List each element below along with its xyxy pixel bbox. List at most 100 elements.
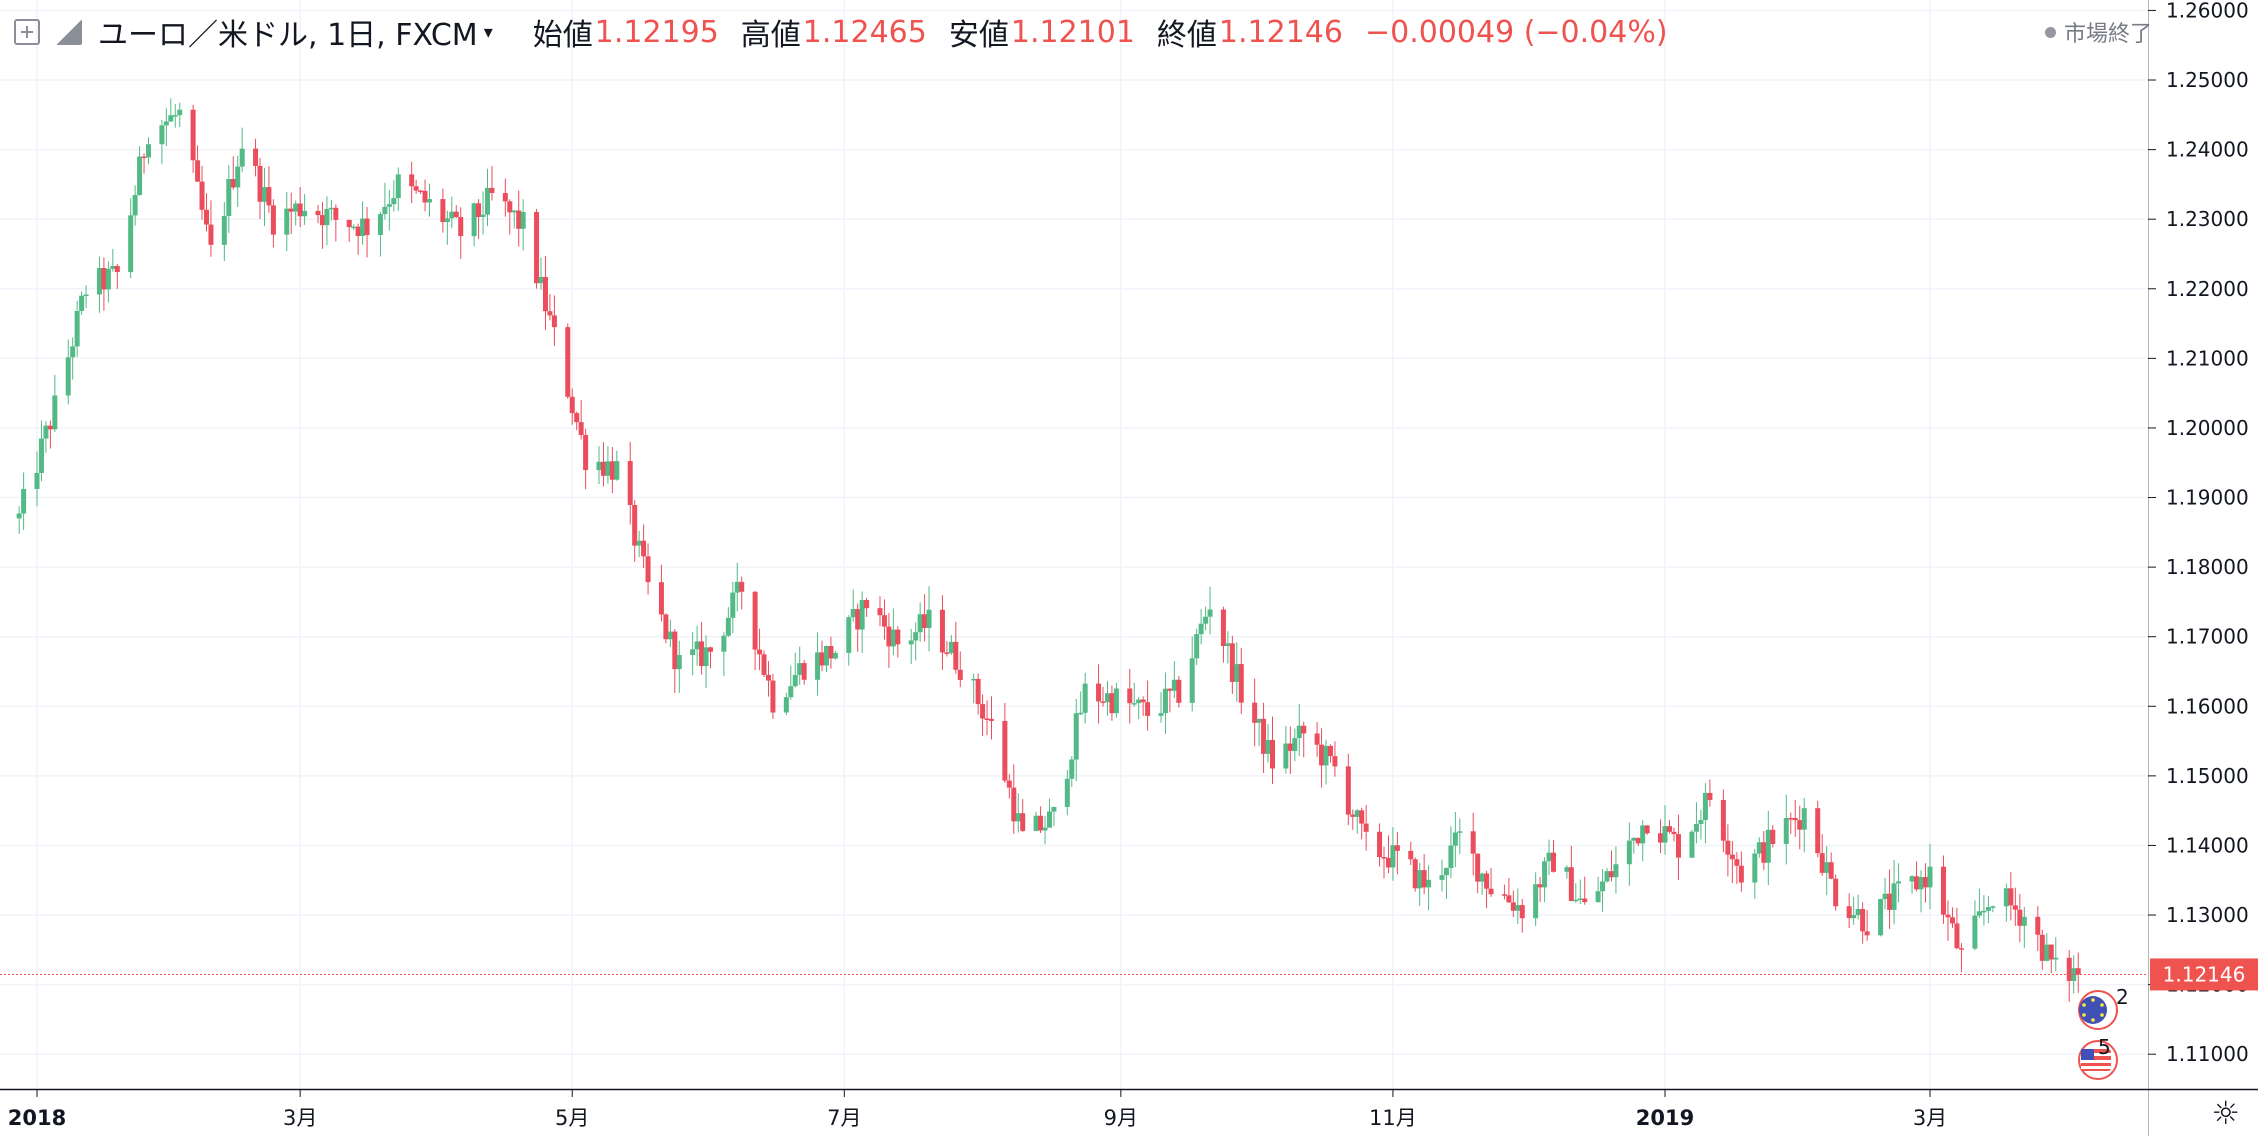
candle-body bbox=[168, 115, 174, 122]
candle-body bbox=[34, 472, 40, 489]
candle-body bbox=[1439, 875, 1445, 880]
candle-body bbox=[1833, 878, 1839, 907]
candle-body bbox=[422, 190, 428, 203]
candle-body bbox=[605, 461, 611, 476]
candle-body bbox=[1542, 861, 1548, 888]
candle-body bbox=[319, 215, 325, 226]
candle-body bbox=[293, 203, 299, 212]
symbol-label[interactable]: ユーロ／米ドル, 1日, FXCM bbox=[98, 18, 478, 53]
candle-body bbox=[444, 218, 450, 223]
candle-body bbox=[1203, 616, 1209, 624]
candle-body bbox=[645, 556, 651, 583]
candle-body bbox=[975, 678, 981, 705]
change-value: −0.00049 (−0.04%) bbox=[1364, 14, 1668, 50]
candle-body bbox=[1189, 658, 1195, 703]
chevron-down-icon[interactable]: ▾ bbox=[483, 21, 493, 43]
candle-body bbox=[471, 203, 477, 237]
candle-body bbox=[288, 208, 294, 212]
candle-body bbox=[1314, 733, 1320, 745]
candle-body bbox=[1238, 664, 1244, 703]
candle-body bbox=[1033, 815, 1039, 831]
eu-flag-icon[interactable]: 2 bbox=[2078, 985, 2129, 1030]
candle-body bbox=[199, 181, 205, 210]
candle-body bbox=[1207, 609, 1213, 617]
candle-body bbox=[1896, 881, 1902, 884]
candle-body bbox=[1162, 688, 1168, 714]
candle-body bbox=[1011, 787, 1017, 822]
candle-body bbox=[1600, 881, 1606, 892]
candle-body bbox=[739, 581, 745, 592]
candle-body bbox=[458, 217, 464, 237]
candle-body bbox=[1301, 725, 1307, 734]
candle-body bbox=[1283, 743, 1289, 769]
candle-body bbox=[672, 631, 678, 670]
candle-body bbox=[1198, 623, 1204, 635]
candle-body bbox=[881, 615, 887, 627]
candle-body bbox=[21, 488, 27, 514]
candle-body bbox=[574, 413, 580, 423]
candle-body bbox=[1828, 862, 1834, 879]
candle-body bbox=[1981, 910, 1987, 913]
gear-icon[interactable]: ☼ bbox=[2211, 1094, 2240, 1132]
candle-body bbox=[1658, 833, 1664, 843]
candle-body bbox=[1078, 712, 1084, 715]
candle-body bbox=[658, 582, 664, 615]
candle-body bbox=[297, 203, 303, 217]
candle-body bbox=[1457, 831, 1463, 833]
candle-body bbox=[1675, 834, 1681, 858]
candle-body bbox=[725, 617, 731, 636]
candle-body bbox=[1891, 883, 1897, 910]
candle-body bbox=[364, 218, 370, 235]
candle-body bbox=[270, 205, 276, 235]
candle-body bbox=[221, 215, 227, 245]
candle-body bbox=[226, 179, 232, 216]
candle-body bbox=[757, 649, 763, 655]
candle-body bbox=[1604, 871, 1610, 882]
candle-body bbox=[815, 652, 821, 680]
candle-body bbox=[2017, 909, 2023, 926]
candle-body bbox=[1225, 643, 1231, 647]
candle-body bbox=[1689, 831, 1695, 858]
candle-body bbox=[1729, 854, 1735, 860]
candle-body bbox=[1788, 818, 1794, 820]
candle-body bbox=[1990, 906, 1996, 908]
candle-body bbox=[351, 226, 357, 229]
candle-body bbox=[565, 327, 571, 397]
candle-body bbox=[195, 160, 201, 182]
candle-body bbox=[1265, 740, 1271, 754]
flag-icon[interactable] bbox=[56, 19, 82, 45]
candle-body bbox=[551, 315, 557, 328]
y-tick-label: 1.24000 bbox=[2166, 138, 2249, 162]
price-axis[interactable]: 1.26000 1.25000 1.24000 1.23000 1.22000 1.210… bbox=[2148, 0, 2249, 1066]
candle-body bbox=[1958, 948, 1964, 950]
candle-body bbox=[1510, 902, 1516, 911]
candle-body bbox=[1635, 837, 1641, 844]
candle-body bbox=[1064, 778, 1070, 807]
candle-body bbox=[1256, 718, 1262, 723]
candle-body bbox=[1096, 683, 1102, 702]
candle-body bbox=[1354, 810, 1360, 817]
candle-body bbox=[632, 505, 638, 546]
candle-body bbox=[1412, 859, 1418, 889]
candle-body bbox=[1479, 873, 1485, 882]
y-tick-label: 1.25000 bbox=[2166, 68, 2249, 92]
us-flag-icon[interactable]: 5 bbox=[2078, 1035, 2118, 1080]
candle-body bbox=[1015, 813, 1021, 822]
candle-body bbox=[1448, 845, 1454, 869]
candle-body bbox=[703, 647, 709, 667]
y-tick-label: 1.15000 bbox=[2166, 764, 2249, 788]
candle-body bbox=[1765, 829, 1771, 863]
expand-icon[interactable] bbox=[14, 19, 40, 45]
candle-body bbox=[895, 629, 901, 645]
candle-body bbox=[110, 265, 116, 269]
y-tick-label: 1.26000 bbox=[2166, 0, 2249, 22]
candle-body bbox=[70, 346, 76, 358]
time-axis[interactable]: 2018 3月 5月 7月 9月 11月 2019 3月 bbox=[8, 1089, 1947, 1130]
event-markers[interactable]: 2 5 bbox=[2078, 985, 2129, 1080]
candle-body bbox=[449, 211, 455, 219]
candle-body bbox=[1104, 693, 1110, 703]
candle-body bbox=[534, 212, 540, 284]
candle-body bbox=[132, 195, 138, 216]
candle-body bbox=[1550, 852, 1556, 872]
